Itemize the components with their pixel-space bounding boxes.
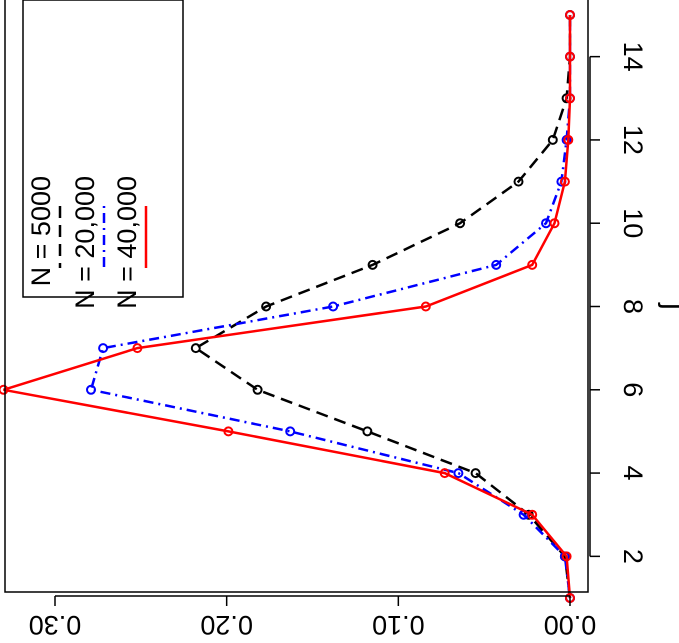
series-3-point-5 <box>223 426 234 437</box>
series-1-point-6 <box>252 384 263 395</box>
series-1-point-11 <box>513 176 524 187</box>
legend-label-1: N = 5000 <box>26 176 56 286</box>
series-3-point-14 <box>565 51 575 62</box>
axes: 2 4 6 8 10 12 14 j 0.00 0.10 0.20 0.30 <box>4 0 679 640</box>
x-tick-label-4: 4 <box>618 466 648 481</box>
series-3-point-12 <box>563 134 574 145</box>
x-tick-label-14: 14 <box>618 42 648 72</box>
series-2-point-8 <box>328 301 339 312</box>
legend: N = 5000 N = 20,000 N = 40,000 <box>22 0 184 309</box>
legend-label-2: N = 20,000 <box>70 176 100 309</box>
x-tick-label-12: 12 <box>618 125 648 155</box>
series-2-point-6 <box>86 384 96 395</box>
plot-frame <box>4 0 589 593</box>
series-3-point-8 <box>420 301 431 312</box>
series-3-point-15 <box>565 10 575 20</box>
series-1-point-4 <box>470 468 481 479</box>
series-2-point-9 <box>491 259 502 270</box>
series-3-point-9 <box>527 259 538 270</box>
series-1-point-10 <box>455 218 466 229</box>
y-tick-label-3: 0.30 <box>29 610 82 640</box>
y-tick-label-0: 0.00 <box>544 610 597 640</box>
series-3-point-2 <box>561 551 572 562</box>
legend-label-3: N = 40,000 <box>112 176 142 309</box>
series-3-point-11 <box>559 176 570 187</box>
x-axis-title: j <box>657 302 679 310</box>
series-3-point-6 <box>0 384 9 395</box>
series-1-point-7 <box>190 343 201 354</box>
series-1-point-12 <box>547 134 558 145</box>
series-line-3 <box>3 15 572 599</box>
legend-box <box>22 0 184 298</box>
x-tick-label-8: 8 <box>618 299 648 314</box>
series-3-point-4 <box>439 468 450 479</box>
series-1-point-8 <box>261 301 272 312</box>
series-2-point-7 <box>98 343 109 354</box>
y-tick-label-1: 0.10 <box>372 610 425 640</box>
x-tick-label-10: 10 <box>618 208 648 238</box>
series-3-point-3 <box>527 509 538 520</box>
series-1-point-5 <box>362 426 373 437</box>
plot-area <box>0 10 575 603</box>
x-tick-label-6: 6 <box>618 382 648 397</box>
series-3-point-7 <box>132 343 143 354</box>
series-1-point-9 <box>367 259 378 270</box>
x-tick-label-2: 2 <box>618 549 648 564</box>
series-3-point-13 <box>565 93 575 104</box>
series-3-point-10 <box>549 218 560 229</box>
series-2-point-5 <box>285 426 296 437</box>
y-tick-label-2: 0.20 <box>200 610 253 640</box>
series-2-point-4 <box>453 468 464 479</box>
series-line-1 <box>193 15 572 599</box>
